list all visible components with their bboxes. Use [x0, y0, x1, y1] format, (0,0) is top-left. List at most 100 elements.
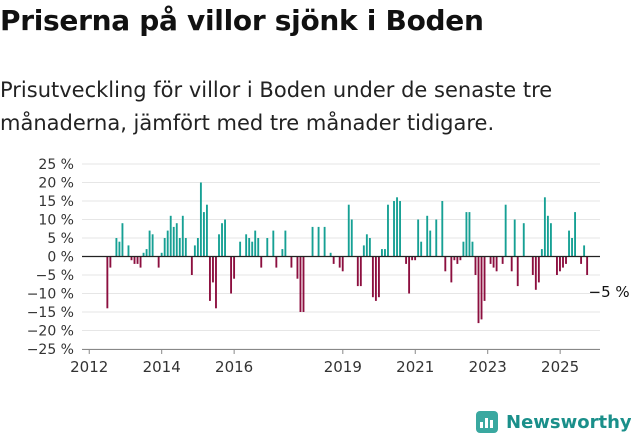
bar [565, 256, 567, 264]
bar [239, 241, 242, 257]
bar [534, 256, 537, 290]
bar [299, 256, 302, 312]
bar [341, 256, 344, 272]
bar [465, 212, 468, 257]
bar [332, 256, 335, 264]
x-tick-label: 2025 [541, 358, 579, 376]
bar [368, 238, 371, 257]
bar [471, 241, 474, 257]
bar [169, 215, 172, 257]
bar [175, 223, 178, 257]
bar [151, 234, 154, 257]
bar [549, 223, 552, 257]
bar [387, 204, 389, 257]
bar [574, 212, 576, 257]
bar [435, 219, 438, 257]
bar [559, 256, 561, 272]
bars [106, 182, 589, 324]
bar [411, 256, 414, 261]
bar [160, 252, 163, 257]
bar [441, 201, 444, 257]
bar [371, 256, 374, 298]
x-axis-ticks: 2012 2014 2016 2019 2021 2023 2025 [70, 349, 579, 376]
y-tick-label: 5 % [47, 231, 74, 247]
bar [163, 238, 166, 257]
chart-subtitle: Prisutveckling för villor i Boden under … [0, 78, 553, 135]
bar [233, 256, 236, 279]
bar [480, 256, 483, 320]
bar [172, 226, 175, 257]
bar [139, 256, 142, 268]
bar [462, 241, 465, 257]
bar [414, 256, 417, 261]
bar [257, 238, 260, 257]
bar [281, 249, 284, 257]
bar [489, 256, 492, 264]
newsworthy-icon [476, 411, 498, 433]
bar [399, 201, 401, 257]
bar [374, 256, 377, 301]
bar [199, 182, 202, 257]
x-tick-label: 2012 [70, 358, 108, 376]
last-value-label: −5 % [589, 283, 630, 301]
bar [260, 256, 263, 268]
bar [513, 219, 516, 257]
bar [193, 245, 196, 257]
bar [323, 226, 326, 257]
bar [248, 238, 251, 257]
bar [453, 256, 456, 261]
bar [272, 230, 275, 257]
bar [254, 230, 257, 257]
bar [562, 256, 564, 268]
chart-title: Priserna på villor sjönk i Boden [0, 4, 484, 37]
bar [408, 256, 411, 294]
bar [580, 256, 583, 264]
x-tick-label: 2014 [143, 358, 181, 376]
bar [115, 238, 118, 257]
bar [531, 256, 534, 275]
bar [546, 215, 549, 257]
bar [157, 256, 160, 268]
y-tick-label: 20 % [38, 176, 74, 192]
x-tick-label: 2016 [215, 358, 253, 376]
bar [522, 223, 525, 257]
bar [417, 219, 420, 257]
bar [205, 204, 208, 257]
bar [215, 256, 217, 309]
bar [121, 223, 124, 257]
y-tick-label: −15 % [27, 305, 74, 321]
bar [583, 245, 586, 257]
bar [429, 230, 432, 257]
bar [317, 226, 320, 257]
bar [329, 252, 332, 257]
bar [145, 249, 148, 257]
bar [477, 256, 480, 324]
y-tick-label: −10 % [27, 287, 74, 303]
x-tick-label: 2021 [396, 358, 434, 376]
bar [245, 234, 248, 257]
bar [266, 238, 269, 257]
bar [184, 238, 187, 257]
bar [230, 256, 233, 294]
x-tick-label: 2019 [324, 358, 362, 376]
bar [393, 201, 395, 257]
bar [284, 230, 287, 257]
bar [540, 249, 543, 257]
bar [347, 204, 350, 257]
x-tick-label: 2023 [469, 358, 507, 376]
bar [543, 197, 546, 257]
grid-lines [82, 163, 600, 350]
bar [275, 256, 278, 268]
bar [290, 256, 293, 268]
bar [556, 256, 558, 275]
y-tick-label: −25 % [27, 342, 74, 358]
bar [483, 256, 486, 301]
bar [136, 256, 139, 264]
bar [209, 256, 211, 301]
bar [492, 256, 495, 268]
bar [133, 256, 136, 264]
bar [377, 256, 380, 298]
bar [516, 256, 519, 287]
bar [474, 256, 477, 275]
